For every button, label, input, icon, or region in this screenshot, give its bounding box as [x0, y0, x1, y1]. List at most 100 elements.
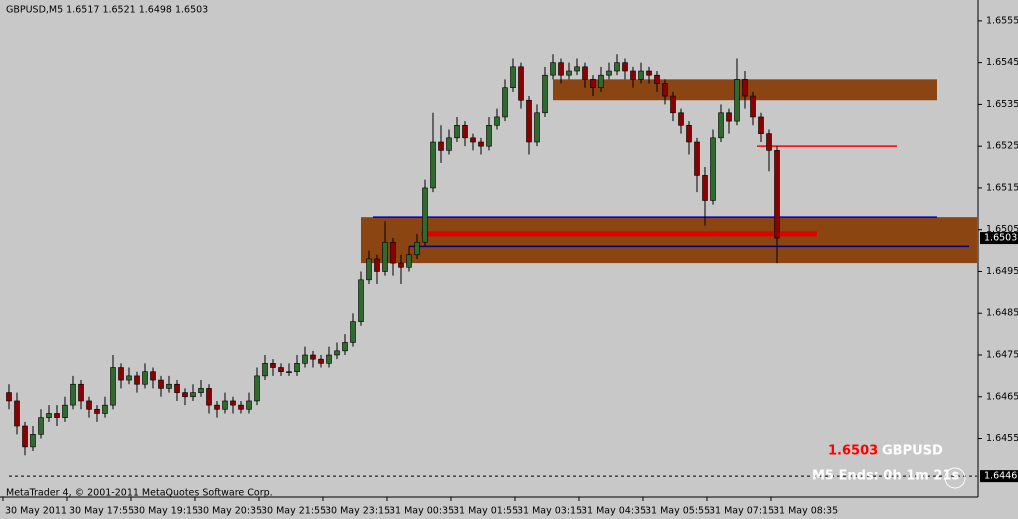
candle-body	[686, 124, 692, 143]
candle-body	[262, 363, 268, 377]
candle-body	[278, 367, 284, 373]
x-tick-label: 30 May 2011	[5, 506, 67, 517]
candle-body	[222, 400, 228, 410]
candle-body	[286, 371, 292, 374]
x-tick-label: 31 May 00:35	[389, 506, 454, 517]
candle-body	[622, 62, 628, 72]
candle-body	[342, 342, 348, 352]
candle-body	[398, 262, 404, 268]
candle-body	[78, 383, 84, 402]
x-tick-label: 30 May 17:55	[69, 506, 134, 517]
candle-body	[382, 241, 388, 272]
candle-body	[486, 124, 492, 147]
candle-body	[310, 354, 316, 360]
candle-body	[374, 258, 380, 272]
overlay-timer: M5 Ends: 0h 1m 21s	[812, 469, 959, 484]
candle-body	[38, 417, 44, 435]
candle-body	[726, 112, 732, 122]
candle-body	[534, 112, 540, 143]
candle-body	[646, 70, 652, 76]
zone	[361, 217, 977, 264]
candle-body	[54, 413, 60, 418]
candle-body	[126, 375, 132, 381]
overlay-symbol: GBPUSD	[882, 444, 943, 459]
y-tick-label: 1.6525	[986, 141, 1018, 152]
candle-body	[462, 124, 468, 139]
y-tick-label: 1.6515	[986, 182, 1018, 193]
candle-body	[206, 388, 212, 406]
candle-body	[318, 358, 324, 364]
candle-body	[582, 66, 588, 80]
candle-body	[302, 354, 308, 364]
plot-area	[6, 54, 977, 477]
candle-body	[598, 74, 604, 89]
x-tick-label: 30 May 20:35	[197, 506, 262, 517]
candle-body	[198, 388, 204, 393]
x-tick-label: 31 May 08:35	[773, 506, 838, 517]
candle-body	[718, 112, 724, 139]
candle-body	[22, 425, 28, 448]
candle-body	[654, 74, 660, 84]
candle-body	[638, 70, 644, 80]
y-tick-label: 1.6505	[986, 224, 1018, 235]
candle-body	[550, 62, 556, 76]
candle-body	[406, 254, 412, 268]
candle-body	[470, 137, 476, 143]
candle-body	[62, 404, 68, 418]
candle-body	[694, 141, 700, 176]
candle-body	[166, 383, 172, 389]
price-label: 1.6503	[984, 233, 1017, 244]
x-tick-label: 31 May 05:55	[645, 506, 710, 517]
candle-body	[606, 70, 612, 76]
candle-body	[574, 66, 580, 72]
candle-body	[430, 141, 436, 189]
candle-body	[494, 116, 500, 126]
candle-body	[742, 79, 748, 97]
candle-body	[670, 95, 676, 114]
price-label-box	[980, 470, 1018, 483]
candle-body	[446, 137, 452, 151]
y-tick-label: 1.6545	[986, 57, 1018, 68]
candle-body	[478, 141, 484, 147]
candle-body	[238, 404, 244, 410]
candle-body	[30, 434, 36, 448]
candle-body	[662, 83, 668, 97]
price-label-box	[980, 232, 1018, 245]
x-tick-label: 30 May 23:15	[325, 506, 390, 517]
candle-body	[590, 79, 596, 89]
candle-body	[334, 350, 340, 356]
candle-body	[774, 150, 780, 239]
candle-body	[526, 99, 532, 143]
candle-body	[142, 371, 148, 385]
candle-body	[366, 258, 372, 281]
x-tick-label: 31 May 04:35	[581, 506, 646, 517]
x-tick-label: 30 May 19:15	[133, 506, 198, 517]
y-tick-label: 1.6465	[986, 391, 1018, 402]
candle-body	[86, 400, 92, 410]
candle-body	[70, 383, 76, 406]
candle-body	[270, 363, 276, 368]
candle-body	[438, 141, 444, 151]
candle-body	[758, 116, 764, 134]
candle-body	[750, 95, 756, 118]
candle-body	[102, 404, 108, 414]
candle-body	[230, 400, 236, 406]
candle-body	[294, 363, 300, 373]
candle-body	[174, 383, 180, 393]
candle-body	[510, 66, 516, 89]
y-tick-label: 1.6495	[986, 266, 1018, 277]
candle-body	[566, 70, 572, 76]
y-tick-label: 1.6555	[986, 15, 1018, 26]
candle-body	[614, 62, 620, 72]
y-tick-label: 1.6535	[986, 99, 1018, 110]
candle-body	[14, 400, 20, 427]
candle-body	[766, 133, 772, 151]
candle-body	[214, 404, 220, 410]
candle-body	[350, 321, 356, 343]
candle-body	[734, 79, 740, 122]
candle-body	[326, 354, 332, 364]
chart-header: GBPUSD,M5 1.6517 1.6521 1.6498 1.6503	[6, 5, 208, 16]
y-tick-label: 1.6485	[986, 308, 1018, 319]
overlay-price: 1.6503	[828, 444, 878, 459]
